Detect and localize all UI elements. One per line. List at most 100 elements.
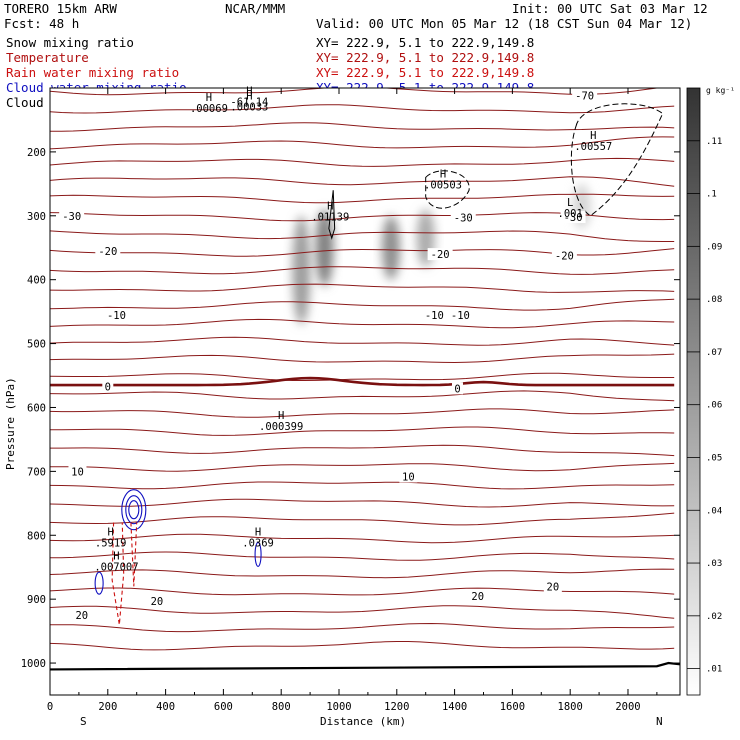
temperature-contour (50, 176, 675, 187)
cloud-ice-contour (570, 103, 664, 217)
colorbar-tick-label: .01 (706, 665, 722, 675)
x-tick-label: 2000 (615, 701, 640, 713)
temperature-label: -30 (564, 212, 583, 224)
y-tick-label: 700 (27, 466, 46, 478)
snow-shading-blob (292, 215, 311, 325)
temperature-contour (50, 298, 675, 311)
temperature-labels: -70 -30 -30 -30 -20 -20 -20 -10 -10 -10 0 0 10 10 20 20… (59, 89, 598, 622)
x-tick-label: 0 (47, 701, 53, 713)
x-tick-label: 400 (156, 701, 175, 713)
header-init: Init: 00 UTC Sat 03 Mar 12 (512, 1, 708, 16)
temperature-contour (50, 444, 675, 457)
colorbar-tick-label: .06 (706, 401, 722, 411)
cloud-water-contour (254, 541, 262, 567)
temperature-label-bg (147, 595, 166, 608)
y-tick-label: 300 (27, 211, 46, 223)
colorbar-tick-label: .03 (706, 559, 722, 569)
hl-marker-value: .0369 (242, 537, 274, 549)
hl-marker-value: .00503 (424, 179, 462, 191)
colorbar-tick-label: .04 (706, 506, 722, 516)
temperature-contour (50, 426, 675, 436)
hl-marker-letter: H (278, 410, 284, 422)
temperature-label-bg (95, 244, 121, 257)
hl-marker-letter: H (113, 551, 119, 563)
temperature-label-bg (468, 589, 487, 602)
hl-marker-value: .00069 (190, 103, 228, 115)
hl-marker-value: .01139 (311, 211, 349, 223)
hl-marker-letter: H (246, 85, 252, 97)
temperature-contour (50, 157, 675, 167)
temperature-label-bg (560, 211, 586, 224)
cloud-water-contour (94, 571, 104, 595)
temperature-contour (50, 353, 675, 364)
temperature-label-bg (447, 308, 473, 321)
temperature-contour (50, 587, 675, 596)
hl-marker-value: .5919 (95, 537, 127, 549)
cloud-water-contour (121, 489, 147, 531)
temperature-label-bg (451, 382, 463, 395)
temperature-contour (50, 498, 675, 508)
temperature-label: 20 (547, 581, 560, 593)
hl-marker-value: -61.14 (230, 96, 268, 108)
end-label-right: N (656, 715, 663, 728)
temperature-contour (50, 230, 675, 242)
colorbar-tick-label: .11 (706, 137, 722, 147)
colorbar-tick-label: .08 (706, 295, 722, 305)
temperature-label: -30 (62, 211, 81, 223)
rain-water-contour (111, 522, 125, 625)
temperature-contour (50, 336, 675, 346)
temperature-label-bg (399, 470, 418, 483)
terrain-line (50, 661, 680, 671)
y-tick-label: 1000 (21, 658, 46, 670)
hl-marker-value: .007007 (94, 562, 138, 574)
y-tick-label: 200 (27, 147, 46, 159)
x-tick-label: 600 (214, 701, 233, 713)
temperature-label: -10 (425, 310, 444, 322)
colorbar-tick-label: .1 (706, 190, 717, 200)
hl-marker-value: .00557 (574, 141, 612, 153)
temperature-label: -20 (431, 249, 450, 261)
x-axis-label: Distance (km) (320, 715, 406, 728)
end-label-left: S (80, 715, 87, 728)
axes: 0 200 400 600 800 1000 1200 1400 1600 1800 2000200… (21, 88, 680, 713)
header-model: TORERO 15km ARW (4, 1, 117, 16)
temperature-contour (50, 283, 675, 293)
colorbar-tick-label: .09 (706, 242, 722, 252)
hl-marker-letter: H (327, 200, 333, 212)
temperature-contour (50, 462, 675, 472)
temperature-contour (50, 372, 675, 381)
hl-marker-letter: H (255, 526, 261, 538)
temperature-label-bg (427, 248, 453, 261)
hl-markers: H.00069H-61.14H.00033H.01139H.00503H.005… (94, 85, 612, 573)
temperature-label: 10 (402, 471, 415, 483)
colorbar-tick-label: .02 (706, 612, 722, 622)
temperature-contour (50, 136, 675, 150)
temperature-label: 20 (471, 591, 484, 603)
temperature-label: 10 (71, 466, 84, 478)
temperature-contour (50, 568, 675, 579)
temperature-contour (50, 641, 675, 651)
y-tick-label: 500 (27, 339, 46, 351)
hl-marker-letter: H (246, 91, 252, 103)
temperature-contour (50, 318, 675, 329)
temperature-label: 0 (454, 383, 460, 395)
cloud-ice-contour (425, 170, 470, 209)
hydrometeor-contours (94, 103, 664, 625)
temperature-label-bg (551, 249, 577, 262)
y-tick-label: 800 (27, 530, 46, 542)
x-tick-label: 1800 (558, 701, 583, 713)
header-valid: Valid: 00 UTC Mon 05 Mar 12 (18 CST Sun … (316, 16, 692, 31)
temperature-contour (50, 481, 675, 490)
temperature-label-bg (68, 465, 87, 478)
temperature-contour (50, 104, 675, 114)
legend-xy: XY= 222.9, 5.1 to 222.9,149.8 (316, 50, 534, 65)
temperature-label-bg (543, 580, 562, 593)
cloud-water-contour (128, 500, 140, 520)
plot-frame (49, 87, 681, 696)
plot-area: -70 -30 -30 -30 -20 -20 -20 -10 -10 -10 0 0 10 10 20 20… (49, 85, 681, 696)
hl-marker-letter: H (206, 92, 212, 104)
temperature-label-bg (572, 89, 598, 102)
temperature-label: -30 (454, 213, 473, 225)
colorbar-unit: g kg⁻¹ (706, 86, 735, 95)
